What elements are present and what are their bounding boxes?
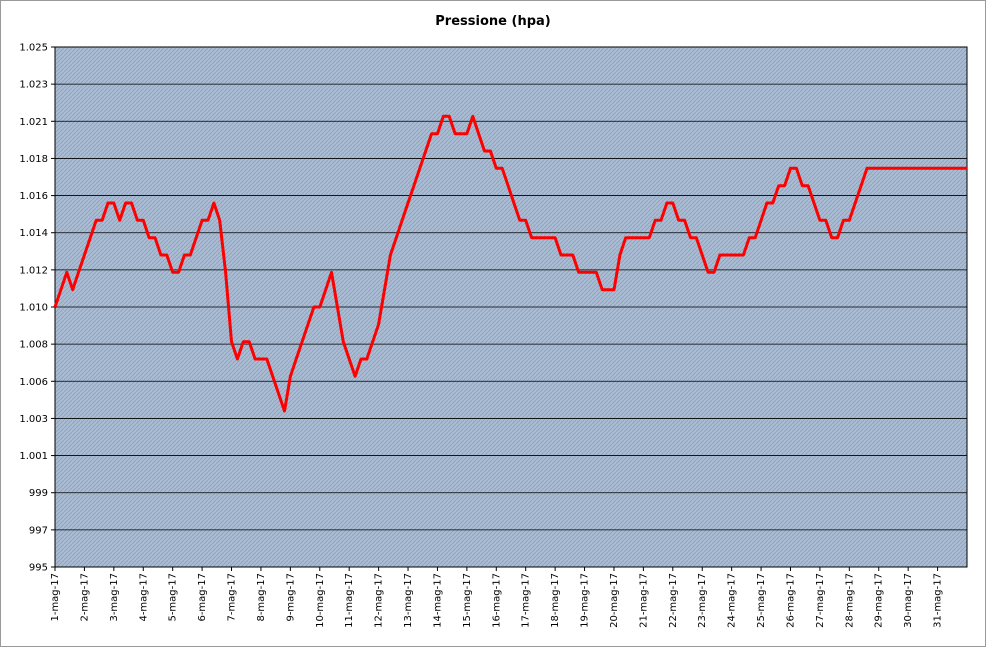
x-tick-label: 28-mag-17	[844, 573, 855, 628]
x-tick-label: 5-mag-17	[168, 573, 179, 622]
x-tick-label: 30-mag-17	[903, 573, 914, 628]
x-tick-label: 3-mag-17	[109, 573, 120, 622]
y-tick-label: 1.003	[19, 414, 48, 425]
x-tick-label: 19-mag-17	[580, 573, 591, 628]
y-tick-label: 1.006	[19, 377, 48, 388]
x-tick-label: 12-mag-17	[374, 573, 385, 628]
x-tick-label: 27-mag-17	[815, 573, 826, 628]
y-tick-label: 1.018	[19, 154, 48, 165]
y-axis: 995 997 999 1.001 1.003 1.006 1.008 1.010 1.012 1…	[19, 43, 55, 574]
y-tick-label: 1.021	[19, 117, 48, 128]
y-tick-label: 1.001	[19, 451, 48, 462]
x-tick-label: 14-mag-17	[432, 573, 443, 628]
pressure-series-line	[53, 114, 967, 413]
y-tick-label: 1.014	[19, 228, 48, 239]
x-tick-label: 6-mag-17	[197, 573, 208, 622]
x-tick-label: 2-mag-17	[79, 573, 90, 622]
chart-title: Pressione (hpa)	[435, 14, 551, 29]
x-tick-label: 8-mag-17	[256, 573, 267, 622]
x-tick-label: 31-mag-17	[933, 573, 944, 628]
x-axis: 1-mag-17 2-mag-17 3-mag-17 4-mag-17 5-mag-17…	[50, 567, 944, 628]
x-tick-label: 22-mag-17	[668, 573, 679, 628]
y-tick-label: 1.010	[19, 303, 48, 314]
y-tick-label: 1.025	[19, 43, 48, 54]
x-tick-label: 1-mag-17	[50, 573, 61, 622]
y-tick-label: 997	[29, 525, 48, 536]
x-tick-label: 25-mag-17	[756, 573, 767, 628]
x-tick-label: 15-mag-17	[462, 573, 473, 628]
x-tick-label: 11-mag-17	[344, 573, 355, 628]
y-tick-label: 1.008	[19, 340, 48, 351]
x-tick-label: 16-mag-17	[491, 573, 502, 628]
x-tick-label: 23-mag-17	[697, 573, 708, 628]
x-tick-label: 4-mag-17	[138, 573, 149, 622]
x-tick-label: 9-mag-17	[285, 573, 296, 622]
y-tick-label: 1.023	[19, 80, 48, 91]
x-tick-label: 24-mag-17	[727, 573, 738, 628]
x-tick-label: 7-mag-17	[227, 573, 238, 622]
x-tick-label: 21-mag-17	[638, 573, 649, 628]
x-tick-label: 10-mag-17	[315, 573, 326, 628]
x-tick-label: 20-mag-17	[609, 573, 620, 628]
x-tick-label: 29-mag-17	[874, 573, 885, 628]
x-tick-label: 17-mag-17	[521, 573, 532, 628]
x-tick-label: 26-mag-17	[785, 573, 796, 628]
y-tick-label: 1.016	[19, 191, 48, 202]
y-tick-label: 999	[29, 488, 48, 499]
x-tick-label: 13-mag-17	[403, 573, 414, 628]
gridlines	[55, 83, 967, 531]
y-tick-label: 1.012	[19, 265, 48, 276]
x-tick-label: 18-mag-17	[550, 573, 561, 628]
y-tick-label: 995	[29, 563, 48, 574]
